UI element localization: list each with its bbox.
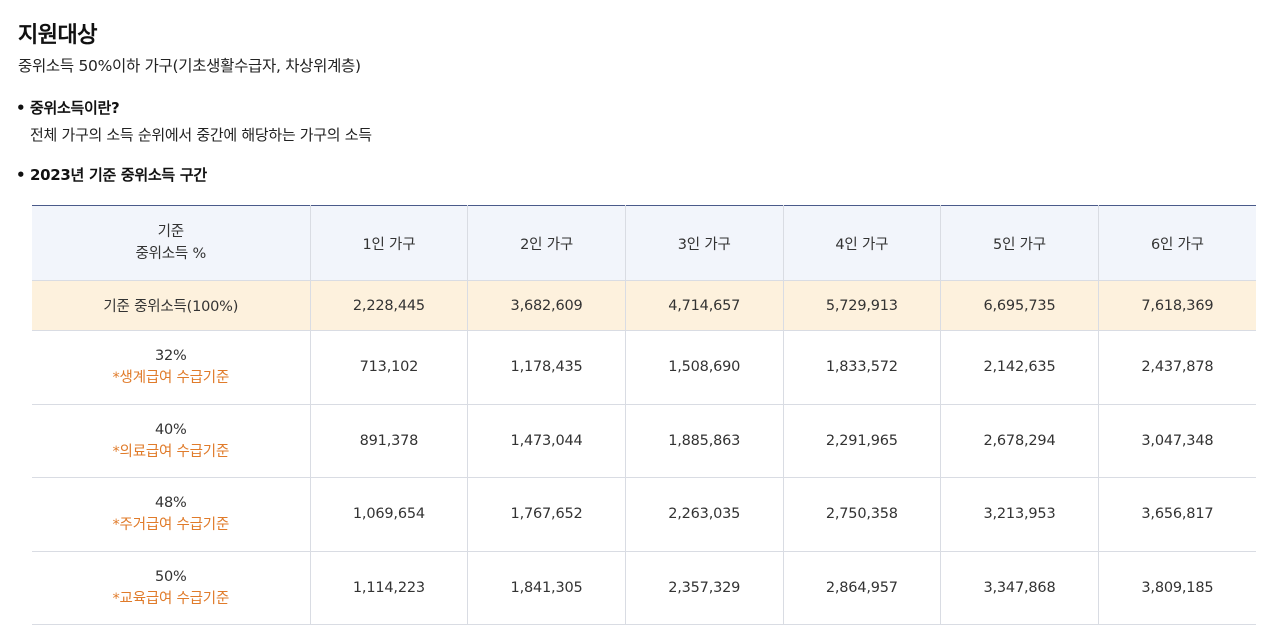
table-cell: 1,178,435 <box>467 330 626 405</box>
tier-percent: 32% <box>154 348 187 365</box>
table-cell: 1,114,223 <box>310 551 469 626</box>
table-cell: 1,885,863 <box>625 404 784 479</box>
bullet-marker: • <box>16 99 26 117</box>
table-cell: 3,809,185 <box>1098 551 1256 626</box>
tier-percent: 48% <box>154 495 187 512</box>
support-target-summary: 중위소득 50%이하 가구(기초생활수급자, 차상위계층) <box>18 57 361 75</box>
header-criteria-line2: 중위소득 % <box>135 246 207 262</box>
table-cell: 2,437,878 <box>1098 330 1256 405</box>
income-range-section: • 2023년 기준 중위소득 구간 <box>16 164 207 185</box>
row-label: 40% *의료급여 수급기준 <box>32 404 311 479</box>
table-cell: 4,714,657 <box>625 280 784 331</box>
table-cell: 1,508,690 <box>625 330 784 405</box>
table-cell: 5,729,913 <box>783 280 942 331</box>
table-cell: 2,263,035 <box>625 477 784 552</box>
table-cell: 6,695,735 <box>940 280 1099 331</box>
tier-note: *교육급여 수급기준 <box>112 591 230 608</box>
row-label: 32% *생계급여 수급기준 <box>32 330 311 405</box>
table-cell: 2,750,358 <box>783 477 942 552</box>
income-range-heading: 2023년 기준 중위소득 구간 <box>30 166 207 184</box>
definition-heading: 중위소득이란? <box>30 99 120 117</box>
table-cell: 1,833,572 <box>783 330 942 405</box>
header-criteria-line1: 기준 <box>157 224 184 240</box>
bullet-marker: • <box>16 166 26 184</box>
table-cell: 891,378 <box>310 404 469 479</box>
table-row: 32% *생계급여 수급기준 713,102 1,178,435 1,508,6… <box>32 330 1256 405</box>
table-row: 40% *의료급여 수급기준 891,378 1,473,044 1,885,8… <box>32 404 1256 479</box>
page-title: 지원대상 <box>18 22 97 48</box>
table-cell: 3,213,953 <box>940 477 1099 552</box>
table-cell: 2,142,635 <box>940 330 1099 405</box>
tier-note: *주거급여 수급기준 <box>112 517 230 534</box>
header-household-5: 5인 가구 <box>940 205 1099 281</box>
table-cell: 3,047,348 <box>1098 404 1256 479</box>
table-cell: 713,102 <box>310 330 469 405</box>
table-header-row: 기준 중위소득 % 1인 가구 2인 가구 3인 가구 4인 가구 5인 가구 … <box>32 205 1256 281</box>
header-household-3: 3인 가구 <box>625 205 784 281</box>
row-label: 48% *주거급여 수급기준 <box>32 477 311 552</box>
header-household-4: 4인 가구 <box>783 205 942 281</box>
table-cell: 7,618,369 <box>1098 280 1256 331</box>
row-label: 기준 중위소득(100%) <box>32 280 311 331</box>
tier-note: *의료급여 수급기준 <box>112 443 230 460</box>
definition-description: 전체 가구의 소득 순위에서 중간에 해당하는 가구의 소득 <box>30 126 372 144</box>
row-label: 50% *교육급여 수급기준 <box>32 551 311 626</box>
table-cell: 2,678,294 <box>940 404 1099 479</box>
table-cell: 3,347,868 <box>940 551 1099 626</box>
header-household-1: 1인 가구 <box>310 205 469 281</box>
table-cell: 1,841,305 <box>467 551 626 626</box>
table-cell: 2,228,445 <box>310 280 469 331</box>
base-median-income-row: 기준 중위소득(100%) 2,228,445 3,682,609 4,714,… <box>32 280 1256 331</box>
median-income-table: 기준 중위소득 % 1인 가구 2인 가구 3인 가구 4인 가구 5인 가구 … <box>32 205 1256 626</box>
tier-note: *생계급여 수급기준 <box>112 370 230 387</box>
table-cell: 2,291,965 <box>783 404 942 479</box>
header-household-2: 2인 가구 <box>467 205 626 281</box>
table-row: 48% *주거급여 수급기준 1,069,654 1,767,652 2,263… <box>32 477 1256 552</box>
table-row: 50% *교육급여 수급기준 1,114,223 1,841,305 2,357… <box>32 551 1256 626</box>
header-criteria-cell: 기준 중위소득 % <box>32 205 311 281</box>
table-cell: 3,682,609 <box>467 280 626 331</box>
tier-percent: 50% <box>154 569 187 586</box>
tier-percent: 40% <box>154 421 187 438</box>
table-cell: 2,864,957 <box>783 551 942 626</box>
header-household-6: 6인 가구 <box>1098 205 1256 281</box>
table-cell: 2,357,329 <box>625 551 784 626</box>
table-cell: 1,069,654 <box>310 477 469 552</box>
table-cell: 1,767,652 <box>467 477 626 552</box>
median-income-definition: • 중위소득이란? 전체 가구의 소득 순위에서 중간에 해당하는 가구의 소득 <box>16 97 372 145</box>
table-cell: 3,656,817 <box>1098 477 1256 552</box>
table-cell: 1,473,044 <box>467 404 626 479</box>
